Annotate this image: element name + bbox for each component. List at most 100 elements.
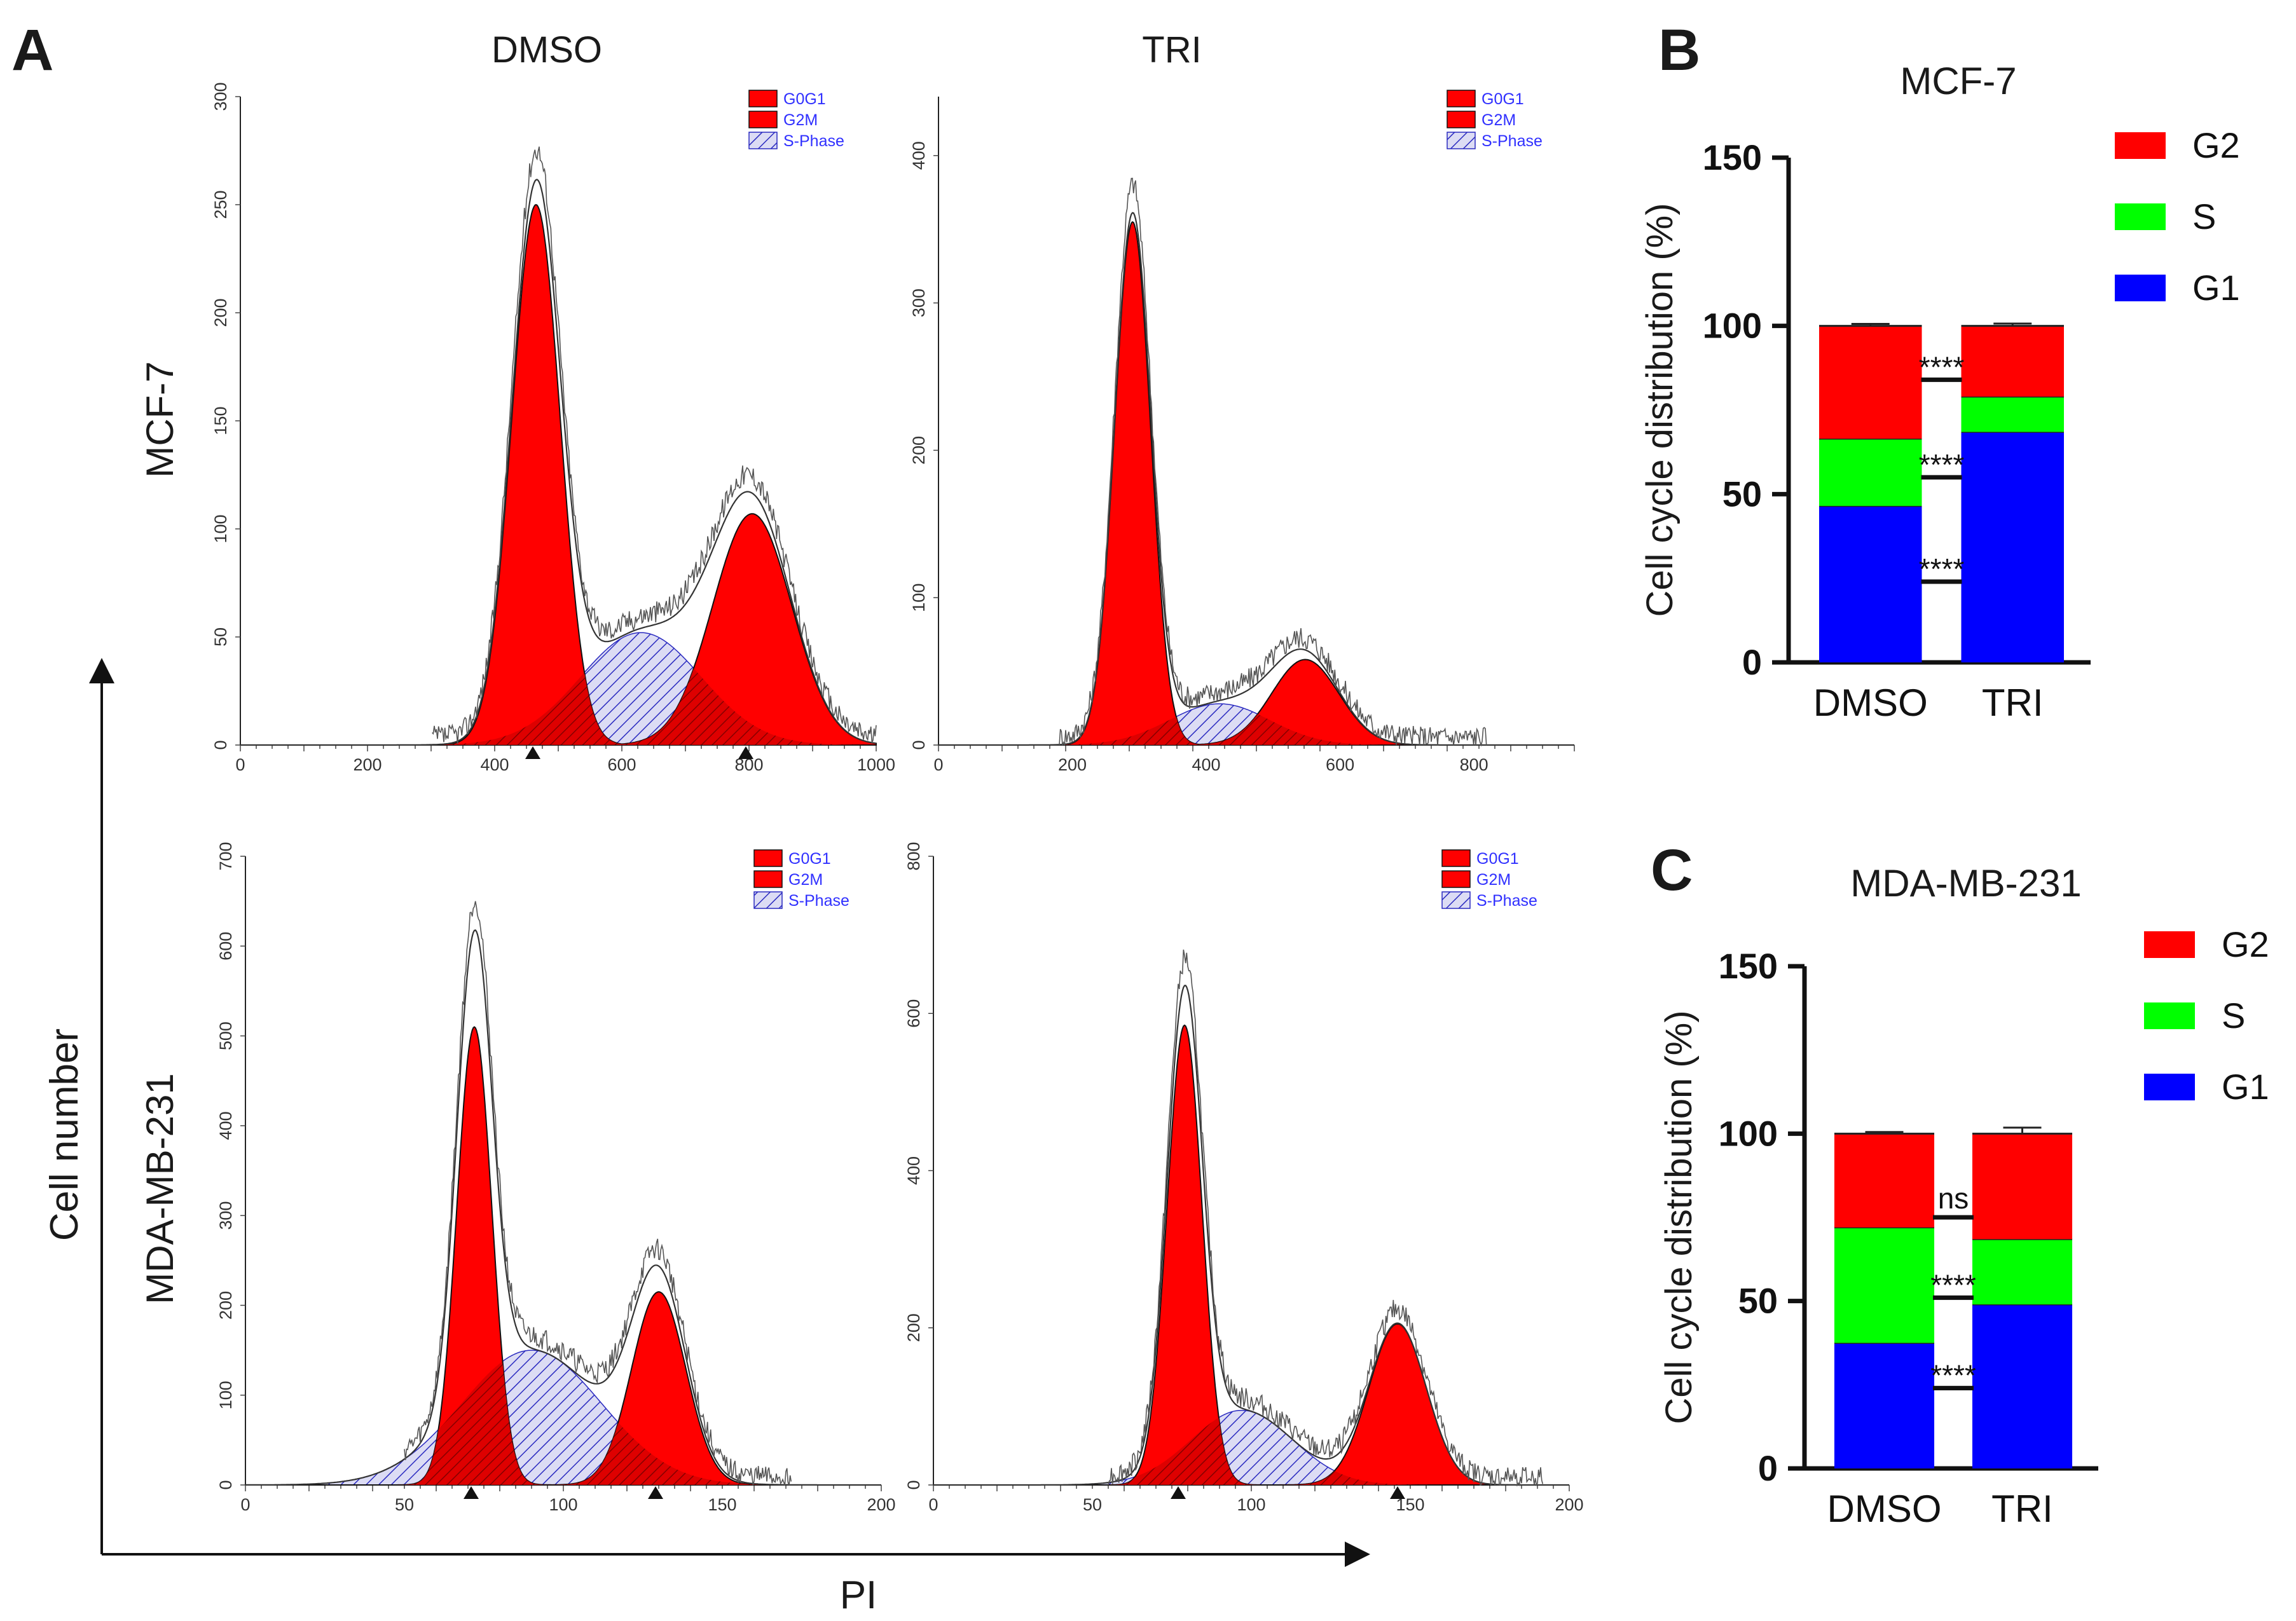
bar-segment-g2-tri [1972,1133,2073,1240]
g0g1-peak-area [938,221,1574,746]
bar-y-tick-label: 0 [1742,642,1762,682]
bar-segment-s-dmso [1834,1227,1935,1343]
bar-y-tick-label: 50 [1738,1281,1778,1321]
histogram-y-tick-label: 500 [216,1022,235,1050]
histogram-panel-2: 0 50 100 150 200 0 100 200 300 400 500 600 700 G0G1 G2… [216,842,896,1514]
bar-y-tick-label: 150 [1719,946,1778,986]
bar-segment-g2-dmso [1819,325,1922,439]
histogram-x-tick-label: 0 [928,1495,938,1514]
legend-label-g2m: G2M [783,111,818,129]
bar-segment-g1-tri [1961,432,2064,662]
histogram-x-tick-label: 50 [1083,1495,1102,1514]
legend-label-g2m: G2M [1481,111,1516,129]
histogram-y-tick-label: 300 [211,82,230,111]
histogram-y-tick-label: 300 [216,1201,235,1230]
histogram-y-tick-label: 200 [211,298,230,327]
model-fit-line [938,212,1574,746]
bar-legend-label-g2: G2 [2222,924,2269,964]
bar-segment-s-tri [1972,1239,2073,1304]
legend-label-g2m: G2M [788,871,823,889]
histogram-y-tick-label: 100 [211,514,230,543]
significance-label: **** [1919,552,1965,585]
legend-label-g2m: G2M [1476,871,1511,889]
histogram-y-tick-label: 0 [211,740,230,749]
histogram-x-tick-label: 200 [867,1495,895,1514]
legend-swatch-g2m [1441,870,1471,888]
bar-chart-title: MDA-MB-231 [1850,862,2081,905]
legend-label-s-phase: S-Phase [788,892,849,910]
legend-swatch-g0g1 [1441,849,1471,867]
column-title-dmso: DMSO [492,29,602,71]
significance-label: ns [1938,1182,1969,1215]
legend-swatch-g2m [753,870,783,888]
raw-data-line [1059,177,1487,747]
row-label-mcf7: MCF-7 [139,361,181,477]
stacked-bar-group: MCF-7 Cell cycle distribution (%) 0 50 100 15… [1639,60,2269,1530]
panel-label-a: A [11,18,53,83]
histogram-x-tick-label: 200 [1058,755,1087,774]
histogram-y-tick-label: 0 [909,740,928,749]
peak-marker-triangle [464,1486,479,1499]
s-phase-overlap-area [240,668,876,745]
histogram-y-tick-label: 50 [211,627,230,646]
legend-label-g0g1: G0G1 [788,850,831,868]
histogram-x-tick-label: 600 [1326,755,1354,774]
significance-label: **** [1919,448,1965,481]
histogram-x-tick-label: 150 [708,1495,736,1514]
bar-legend-label-g1: G1 [2222,1067,2269,1107]
panel-a-y-label: Cell number [43,1029,86,1241]
bar-legend-label-s: S [2222,995,2245,1036]
histogram-x-tick-label: 400 [480,755,509,774]
legend-label-g0g1: G0G1 [1476,850,1519,868]
legend-swatch-s-phase [753,891,783,909]
histogram-x-tick-label: 0 [240,1495,250,1514]
stacked-bar-chart-1: MDA-MB-231 Cell cycle distribution (%) 0 50… [1658,862,2269,1530]
column-title-tri: TRI [1142,29,1201,71]
histogram-y-tick-label: 200 [904,1313,923,1342]
bar-legend-swatch-g2 [2115,132,2166,159]
peak-marker-triangle [1171,1486,1186,1499]
peak-marker-triangle [525,746,540,759]
bar-legend-label-s: S [2192,196,2216,236]
histogram-x-tick-label: 400 [1192,755,1221,774]
bar-legend-swatch-s [2144,1002,2195,1029]
significance-label: **** [1930,1268,1976,1301]
panel-label-b: B [1658,18,1700,83]
bar-chart-y-label: Cell cycle distribution (%) [1639,203,1681,617]
histogram-x-tick-label: 0 [933,755,943,774]
bar-segment-s-dmso [1819,438,1922,506]
histogram-y-tick-label: 400 [216,1111,235,1140]
raw-data-line [1108,949,1544,1487]
histogram-y-tick-label: 0 [216,1480,235,1489]
histogram-x-tick-label: 100 [549,1495,577,1514]
stacked-bar-chart-0: MCF-7 Cell cycle distribution (%) 0 50 100 15… [1639,60,2240,724]
peak-marker-triangle [648,1486,663,1499]
histogram-y-tick-label: 100 [909,584,928,612]
histogram-y-tick-label: 300 [909,289,928,317]
bar-legend-swatch-g1 [2115,275,2166,301]
bar-segment-s-tri [1961,396,2064,432]
bar-y-tick-label: 50 [1722,474,1762,514]
histogram-x-tick-label: 1000 [857,755,895,774]
legend-swatch-s-phase [1447,132,1476,149]
peak-marker-triangle [738,746,753,759]
legend-swatch-s-phase [748,132,778,149]
histogram-y-tick-label: 400 [909,141,928,170]
histogram-y-tick-label: 800 [904,842,923,870]
bar-segment-g1-dmso [1819,505,1922,662]
significance-label: **** [1930,1359,1976,1392]
legend-label-g0g1: G0G1 [1481,90,1524,108]
histogram-x-tick-label: 100 [1237,1495,1265,1514]
panel-label-c: C [1651,838,1693,903]
legend-swatch-g2m [748,111,778,128]
legend-swatch-g0g1 [1447,90,1476,107]
histogram-x-tick-label: 50 [395,1495,414,1514]
histogram-y-tick-label: 400 [904,1156,923,1185]
legend-label-s-phase: S-Phase [1481,132,1543,150]
histogram-y-tick-label: 250 [211,190,230,219]
bar-y-tick-label: 100 [1703,306,1762,346]
